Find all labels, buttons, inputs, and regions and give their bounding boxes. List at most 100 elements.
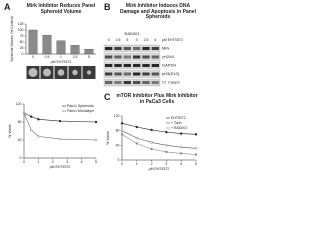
legend-label: Panc1 Monolayer [67, 109, 95, 113]
marker [194, 133, 198, 136]
lane-label: 0 [136, 38, 138, 42]
y-axis-label: % Viable [106, 131, 110, 145]
blot-band [151, 47, 159, 50]
legend-label: Panc1 Spheroids [67, 104, 94, 108]
lane-unit: μM EHT5372 [162, 38, 183, 42]
x-tick-label: 3 [165, 162, 167, 166]
y-tick-label: 80 [116, 129, 120, 133]
marker [120, 129, 124, 132]
blot-band [114, 47, 122, 50]
marker [37, 135, 40, 138]
lane-label: 2.5 [116, 38, 121, 42]
spheroid [43, 68, 51, 77]
y-axis-label: Spheroid Volume (% Control) [10, 16, 14, 61]
blot-band [105, 64, 113, 67]
x-tick-label: 5 [95, 160, 97, 164]
marker [58, 119, 62, 123]
row-label: pH3(S10) [162, 71, 180, 76]
x-tick-label: 0 [32, 55, 34, 59]
legend-label: + Torin [171, 121, 182, 125]
marker [150, 141, 153, 144]
blot-band [133, 81, 141, 84]
blot-band [123, 64, 131, 67]
marker [179, 145, 183, 149]
x-tick-label: 3 [66, 160, 68, 164]
marker [94, 120, 98, 124]
blot-band [151, 72, 159, 76]
x-tick-label: 5 [88, 55, 90, 59]
marker [165, 150, 168, 154]
bar [56, 40, 66, 55]
blot-band [142, 81, 150, 84]
lane-label: 0 [108, 38, 110, 42]
spheroid [28, 68, 38, 77]
blot-band [123, 55, 131, 59]
blot-strip [103, 53, 161, 61]
x-tick-label: 4 [180, 162, 182, 166]
lane-label: 2.5 [144, 38, 149, 42]
y-tick-label: 0 [20, 156, 22, 160]
blot-band [114, 72, 122, 76]
bar [84, 49, 94, 55]
bar [42, 35, 52, 55]
marker [165, 130, 168, 134]
marker [135, 142, 139, 145]
blot-band [105, 72, 113, 76]
blot-strip [103, 78, 161, 87]
marker [30, 128, 33, 132]
series-line [121, 123, 197, 135]
y-tick-label: 125 [18, 22, 24, 26]
blot-band [123, 81, 131, 84]
blot-band [142, 72, 150, 76]
x-tick-label: 1 [136, 162, 138, 166]
y-tick-label: 0 [22, 52, 24, 56]
x-axis-label: μM EHT5372 [51, 60, 72, 64]
marker [165, 144, 168, 147]
blot-band [114, 55, 122, 59]
marker [37, 118, 40, 121]
marker [120, 133, 124, 136]
x-axis-label: μM EHT5372 [50, 165, 71, 169]
marker [30, 115, 33, 118]
row-label: γH2AX [162, 54, 175, 59]
bar [28, 29, 38, 55]
spheroid [57, 69, 65, 76]
blot-band [123, 72, 131, 76]
spheroid [86, 70, 92, 75]
y-tick-label: 120 [114, 114, 120, 118]
marker [135, 125, 139, 129]
row-label: GAPDH [162, 63, 176, 68]
y-tick-label: 75 [20, 34, 24, 38]
blot-header: RAD001 [124, 31, 140, 36]
figure: 0 25 50 75 100 125 Spheroid Volume (% Control)… [0, 0, 200, 176]
row-label: Cl. Casp3 [162, 80, 180, 85]
marker [135, 136, 139, 140]
series-line [23, 112, 97, 141]
blot-band [105, 55, 113, 59]
panel-label: C [104, 92, 111, 102]
x-tick-label: 0 [121, 162, 123, 166]
series-line [121, 134, 197, 155]
bar [70, 45, 80, 55]
y-tick-label: 50 [20, 40, 24, 44]
panel-title: Mirk Inhibitor Reduces Panel Spheroid Vo… [26, 3, 96, 15]
panel-title: Mirk Inhibitor Induces DNA Damage and Ap… [120, 3, 196, 21]
x-tick-label: 0.5 [45, 55, 50, 59]
x-tick-label: 5 [195, 162, 197, 166]
y-tick-label: 120 [16, 102, 22, 106]
x-axis-label: μM EHT5372 [149, 167, 170, 171]
x-tick-label: 2 [52, 160, 54, 164]
lane-label: 5 [126, 38, 128, 42]
y-tick-label: 40 [116, 143, 120, 147]
panel-title: mTOR Inhibitor Plus Mirk Inhibitor in Pa… [116, 93, 198, 105]
series-line [121, 130, 197, 149]
row-label: Mirk [162, 46, 170, 51]
blot-band [151, 64, 159, 67]
y-tick-label: 100 [18, 28, 24, 32]
x-tick-label: 2.5 [73, 55, 78, 59]
blot-band [105, 47, 113, 50]
y-tick-label: 80 [18, 120, 22, 124]
panel-label: A [4, 2, 11, 12]
x-tick-label: 1 [60, 55, 62, 59]
blot-band [151, 55, 159, 59]
